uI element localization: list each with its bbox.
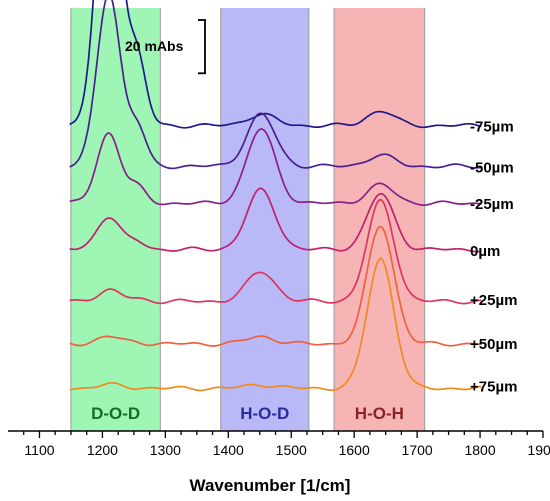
x-tick-label: 1400 — [213, 442, 244, 458]
x-tick-label: 1300 — [150, 442, 181, 458]
series-label: 0µm — [470, 243, 500, 260]
spectrum-line — [69, 0, 482, 170]
spectra-lines: -75µm -50µm -25µm 0µm +25µm +50µm +75µm — [69, 0, 517, 395]
spectrum-line — [69, 225, 482, 347]
band-h-o-d — [220, 8, 309, 431]
band-label: H-O-D — [240, 404, 289, 423]
x-tick-label: 1100 — [24, 442, 54, 458]
band-h-o-h — [334, 8, 425, 431]
spectrum-line — [69, 187, 482, 253]
band-label: H-O-H — [355, 404, 404, 423]
spectrum-line — [69, 128, 482, 206]
scale-bar: 20 mAbs — [125, 19, 206, 75]
x-axis-title: Wavenumber [1/cm] — [190, 476, 351, 495]
x-tick-label: 1600 — [339, 442, 370, 458]
spectrum-line — [69, 198, 482, 305]
series-label: +50µm — [470, 336, 517, 353]
x-tick-label: 1200 — [87, 442, 118, 458]
spectrum-line — [69, 0, 482, 129]
x-tick-label: 1900 — [527, 442, 550, 458]
x-tick-label: 1700 — [402, 442, 433, 458]
x-tick-label: 1500 — [276, 442, 307, 458]
band-label: D-O-D — [91, 404, 140, 423]
x-tick-label: 1800 — [464, 442, 495, 458]
series-label: +25µm — [470, 292, 517, 309]
series-label: -50µm — [470, 159, 514, 176]
series-label: -25µm — [470, 196, 514, 213]
scale-bar-label: 20 mAbs — [125, 38, 184, 54]
band-d-o-d — [70, 8, 161, 431]
x-axis: 1100 1200 1300 1400 1500 1600 1700 1800 1900 — [8, 430, 550, 458]
spectrum-line — [69, 257, 482, 392]
series-label: -75µm — [470, 119, 514, 136]
series-label: +75µm — [470, 378, 517, 395]
